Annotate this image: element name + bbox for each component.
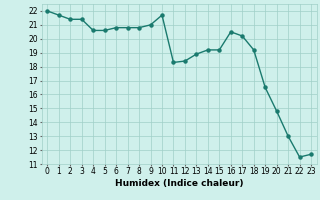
X-axis label: Humidex (Indice chaleur): Humidex (Indice chaleur) xyxy=(115,179,244,188)
